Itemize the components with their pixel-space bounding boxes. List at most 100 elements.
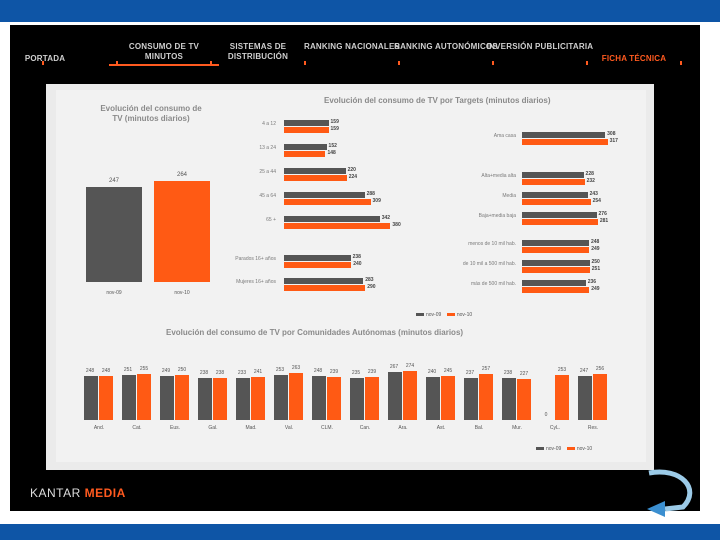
region-value: 0 (544, 412, 548, 418)
region-bar (350, 378, 364, 420)
region-bar (517, 379, 531, 420)
target-label: 45 a 64 (259, 193, 276, 199)
legend-item: nov-09 (416, 312, 441, 318)
target-bar (284, 285, 366, 291)
region-value: 255 (139, 366, 149, 373)
target-bar (522, 219, 598, 225)
target-bar (284, 255, 351, 261)
region-bar (479, 374, 493, 420)
target-bar (522, 172, 584, 178)
region-value: 248 (313, 367, 323, 374)
target-value: 240 (353, 261, 362, 267)
nav-inversion-publicitaria[interactable]: INVERSIÓN PUBLICITARIA (486, 42, 594, 51)
target-bar (522, 132, 606, 138)
nav-consumo-tv[interactable]: CONSUMO DE TV MINUTOS (109, 42, 219, 66)
target-value: 238 (352, 254, 361, 260)
nav-portada[interactable]: PORTADA (24, 54, 66, 63)
nav-ranking-nacionales[interactable]: RANKING NACIONALES (303, 42, 401, 51)
region-value: 249 (161, 367, 171, 374)
chart3-title: Evolución del consumo de TV por Comunida… (166, 328, 464, 337)
return-arrow-icon[interactable] (641, 469, 701, 519)
target-value: 159 (330, 126, 339, 132)
region-bar (289, 373, 303, 420)
target-value: 248 (590, 239, 600, 245)
target-value: 288 (366, 191, 375, 197)
region-value: 240 (427, 369, 437, 376)
region-value: 247 (579, 367, 589, 374)
region-value: 238 (503, 369, 513, 376)
region-value: 248 (85, 367, 95, 374)
nav-sistemas-distribucion[interactable]: SISTEMAS DE DISTRIBUCIÓN (227, 42, 289, 61)
region-value: 235 (351, 370, 361, 377)
target-value: 232 (586, 178, 595, 184)
region-bar (198, 377, 212, 420)
target-label: Media (502, 193, 516, 199)
target-label: de 10 mil a 500 mil hab. (462, 261, 516, 267)
nav-ficha-tecnica[interactable]: FICHA TÉCNICA (601, 54, 667, 63)
region-category: Bal. (474, 425, 484, 431)
nav-ranking-autonomicos[interactable]: RANKING AUTONÓMICOS (394, 42, 498, 51)
region-bar (160, 375, 174, 420)
nav-separator (210, 61, 212, 65)
region-value: 238 (215, 369, 225, 376)
report-image: Evolución del consumo de TV (minutos dia… (46, 84, 654, 470)
nav-separator (42, 61, 44, 65)
target-bar (522, 179, 585, 185)
region-bar (236, 378, 250, 420)
target-label: 13 a 24 (259, 145, 276, 151)
top-blue-bar (0, 0, 720, 22)
region-bar (122, 375, 136, 420)
target-label: más de 500 mil hab. (470, 281, 516, 287)
region-bar (84, 375, 98, 420)
nav-separator (116, 61, 118, 65)
target-value: 250 (591, 259, 600, 265)
region-category: Eus. (169, 425, 180, 431)
region-bar (365, 377, 379, 420)
target-label: 25 a 44 (259, 169, 276, 175)
region-value: 250 (177, 367, 187, 374)
target-bar (522, 240, 589, 246)
region-category: Ast. (436, 425, 446, 431)
target-value: 236 (587, 279, 597, 285)
region-value: 241 (253, 368, 263, 375)
target-bar (522, 247, 590, 253)
region-bar (441, 376, 455, 420)
target-label: 65 + (266, 217, 276, 223)
target-bar (284, 120, 329, 126)
target-bar (522, 267, 590, 273)
target-bar (284, 216, 380, 222)
region-value: 253 (557, 366, 567, 373)
total-bar-value: 264 (176, 171, 187, 178)
target-bar (284, 192, 365, 198)
region-bar (99, 375, 113, 420)
target-value: 309 (372, 198, 381, 204)
region-bar (388, 372, 402, 420)
legend-item: nov-10 (566, 446, 592, 452)
chart2-title: Evolución del consumo de TV por Targets … (324, 96, 551, 105)
legend-item: nov-10 (446, 312, 472, 318)
region-bar (403, 371, 417, 420)
nav-separator (492, 61, 494, 65)
region-category: Val. (284, 425, 294, 431)
total-bar-category: nov-09 (106, 290, 122, 296)
region-bar (464, 377, 478, 420)
region-value: 239 (329, 369, 339, 376)
region-value: 256 (595, 366, 605, 373)
top-navigation: PORTADA CONSUMO DE TV MINUTOS SISTEMAS D… (10, 25, 700, 81)
report-content: Evolución del consumo de TV (minutos dia… (56, 90, 646, 462)
total-bar (86, 187, 142, 282)
target-value: 254 (592, 198, 601, 204)
region-value: 245 (443, 368, 453, 375)
region-value: 248 (101, 367, 111, 374)
target-label: 4 a 12 (262, 121, 276, 127)
region-value: 239 (367, 369, 377, 376)
region-category: Cat. (132, 425, 142, 431)
target-value: 148 (327, 150, 336, 156)
target-bar (284, 278, 364, 284)
nav-separator (304, 61, 306, 65)
region-value: 263 (291, 365, 301, 372)
region-bar (593, 374, 607, 420)
target-bar (522, 139, 608, 145)
target-bar (284, 223, 391, 229)
region-value: 257 (481, 366, 491, 373)
